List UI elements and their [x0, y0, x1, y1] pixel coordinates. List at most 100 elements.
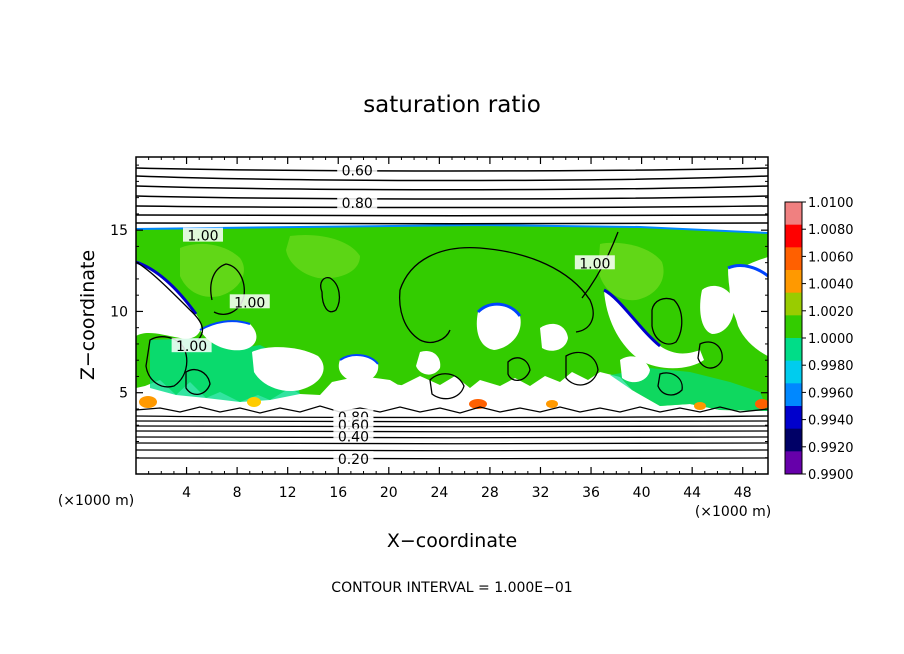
clear-air-hole [700, 285, 735, 334]
subsaturated-rim [610, 368, 768, 411]
contour-label-bg [574, 255, 615, 270]
contour-label: 1.00 [176, 339, 207, 355]
subsaturated-rim [603, 288, 661, 348]
x-tick-label: 16 [329, 485, 347, 501]
contour-line [136, 420, 768, 423]
colorbar-swatch [785, 428, 802, 452]
colorbar-swatch [785, 270, 802, 294]
contour-label-bg [333, 417, 374, 432]
contour-line [651, 297, 683, 345]
contour-line [136, 457, 768, 460]
x-tick-label: 20 [380, 485, 398, 501]
contour-line [136, 430, 768, 433]
x-tick-label: 36 [582, 485, 600, 501]
x-tick-label: 40 [633, 485, 651, 501]
clear-air-hole [728, 265, 768, 356]
x-tick-label: 32 [532, 485, 550, 501]
clear-air-hole [620, 356, 650, 383]
contour-label-bg [333, 428, 374, 443]
supersaturated-area [286, 234, 360, 279]
contour-line [136, 195, 768, 200]
colorbar-level-label: 0.9920 [808, 441, 854, 456]
subsaturated-rim [339, 354, 379, 365]
colorbar-swatch [785, 292, 802, 316]
contour-line [565, 351, 599, 386]
contour-interval-footer: CONTOUR INTERVAL = 1.000E−01 [331, 580, 572, 596]
y-tick-label: 15 [110, 223, 128, 239]
subsaturated-rim [136, 223, 768, 234]
clear-air-hole [252, 347, 324, 392]
contour-label: 0.60 [342, 164, 373, 180]
colorbar-level-label: 1.0080 [808, 223, 854, 238]
contour-line [136, 449, 768, 452]
x-axis: 4 8 12 16 20 24 28 32 36 40 44 48 [148, 157, 756, 501]
subsaturated-rim [136, 260, 198, 315]
colorbar-swatch [785, 406, 802, 430]
contour-labels: 0.600.801.001.001.001.000.800.600.400.20 [171, 162, 615, 468]
colorbar-level-label: 1.0000 [808, 332, 854, 347]
x-tick-label: 28 [481, 485, 499, 501]
colorbar: 1.0100 1.0080 1.0060 1.0040 1.0020 1.0000 0.99… [784, 196, 854, 483]
colorbar-swatch [785, 383, 802, 407]
contour-line [136, 175, 768, 182]
warm-spot [755, 399, 768, 409]
colorbar-level-label: 0.9980 [808, 359, 854, 374]
colorbar-level-label: 1.0100 [808, 196, 854, 211]
x-unit-label-right: (×1000 m) [695, 504, 771, 520]
contour-label: 0.40 [338, 429, 369, 445]
contour-line [136, 415, 768, 419]
x-axis-label: X−coordinate [387, 530, 517, 552]
chart-title: saturation ratio [363, 92, 541, 118]
x-tick-label: 8 [233, 485, 242, 501]
contour-line [145, 336, 188, 388]
warm-spot [139, 396, 157, 408]
contour-line [399, 246, 594, 333]
contour-label-bg [171, 338, 212, 353]
contour-label-bg [337, 195, 378, 210]
warm-spot [469, 399, 487, 409]
contour-line [136, 167, 768, 172]
clear-air-hole [200, 321, 257, 351]
contour-line [210, 263, 245, 315]
contour-line [136, 214, 768, 217]
subsaturated-rim [476, 302, 522, 317]
colorbar-swatch [785, 315, 802, 339]
saturation-field [136, 157, 768, 474]
contour-label: 0.20 [338, 452, 369, 468]
colorbar-swatch [785, 224, 802, 248]
y-tick-label: 10 [110, 304, 128, 320]
colorbar-level-label: 0.9900 [808, 468, 854, 483]
y-tick-label: 5 [119, 386, 128, 402]
warm-spot [546, 400, 558, 408]
x-tick-label: 24 [430, 485, 448, 501]
contour-label-bg [229, 294, 270, 309]
contour-line [136, 222, 768, 225]
x-tick-label: 48 [734, 485, 752, 501]
y-axis: 5 10 15 [110, 164, 768, 459]
contour-label: 1.00 [234, 295, 265, 311]
contour-line [429, 373, 465, 400]
contour-label: 0.80 [342, 196, 373, 212]
x-unit-label-left: (×1000 m) [58, 493, 134, 509]
warm-spot [247, 397, 261, 407]
contour-line [657, 372, 683, 396]
colorbar-swatch [785, 360, 802, 384]
subsaturated-rim [199, 320, 251, 331]
clear-air-hole [604, 290, 704, 369]
contour-line [185, 369, 211, 395]
clear-air-hole [416, 350, 441, 375]
x-tick-label: 4 [182, 485, 191, 501]
colorbar-level-label: 1.0020 [808, 305, 854, 320]
colorbar-swatch [785, 247, 802, 271]
clear-air-hole [540, 323, 568, 351]
clear-air-hole [476, 304, 521, 350]
contour-label-bg [337, 162, 378, 177]
contour-line [136, 425, 768, 428]
contour-line [136, 442, 768, 445]
contour-line [697, 341, 723, 369]
contour-line [136, 405, 768, 414]
colorbar-level-label: 0.9940 [808, 414, 854, 429]
clear-air-hole [338, 355, 379, 383]
colorbar-swatch [785, 338, 802, 362]
clear-air-hole [388, 384, 411, 404]
